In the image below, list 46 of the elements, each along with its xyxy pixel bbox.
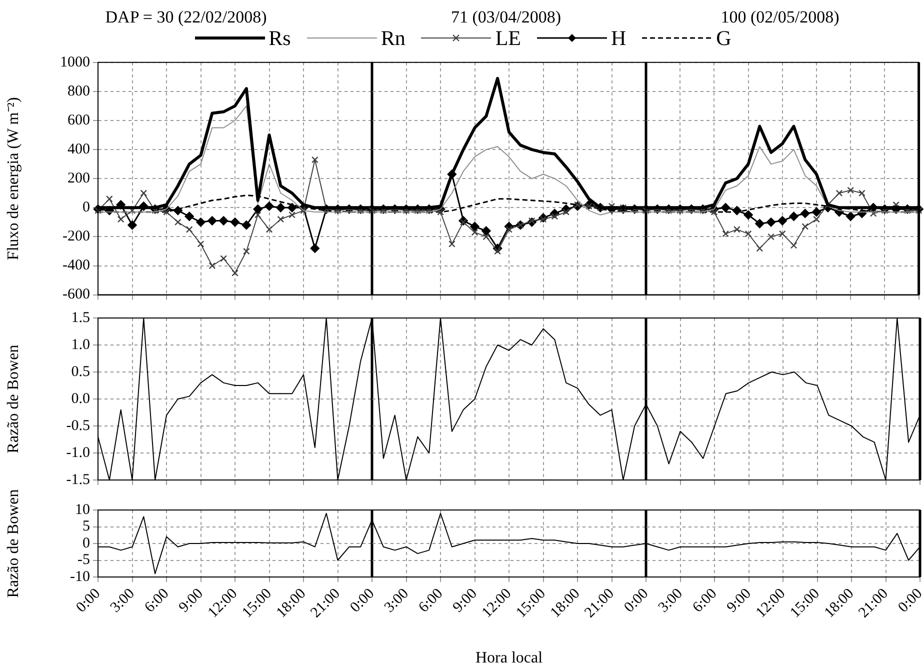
x-tick-label: 3:00 <box>656 586 686 616</box>
y-tick-label: 0.0 <box>71 390 90 407</box>
y-tick-label: 5 <box>82 518 90 535</box>
y-tick-label: -1.0 <box>66 444 90 461</box>
y-tick-label: 10 <box>75 502 90 518</box>
y-axis-title: Razão de Bowen <box>4 344 22 454</box>
x-tick-label: 6:00 <box>690 586 720 616</box>
x-tick-label: 0:00 <box>73 586 104 616</box>
y-tick-label: 400 <box>68 141 90 158</box>
y-tick-label: 1000 <box>60 54 90 70</box>
chart-title: 100 (02/05/2008) <box>720 8 840 27</box>
y-tick-label: 0 <box>82 535 90 552</box>
x-tick-label: 3:00 <box>108 586 138 616</box>
y-tick-label: 1.5 <box>71 310 90 326</box>
x-tick-label: 0:00 <box>895 586 924 616</box>
y-axis-title: Razão de Bowen <box>4 489 22 598</box>
x-axis-title: Hora local <box>475 650 544 667</box>
y-tick-label: 200 <box>68 170 90 187</box>
y-tick-label: -0.5 <box>66 418 90 434</box>
x-tick-label: 0:00 <box>347 586 378 616</box>
y-tick-label: -1.5 <box>66 472 90 488</box>
x-tick-label: 9:00 <box>724 586 754 616</box>
x-tick-label: 0:00 <box>621 586 652 616</box>
legend-label: G <box>716 26 732 50</box>
chart-title: DAP = 30 (22/02/2008) <box>105 8 267 27</box>
x-tick-label: 9:00 <box>450 586 480 616</box>
y-tick-label: -200 <box>62 228 90 245</box>
chart-title: 71 (03/04/2008) <box>450 8 562 27</box>
legend-label: H <box>611 26 626 50</box>
x-tick-label: 9:00 <box>176 586 206 616</box>
y-tick-label: 800 <box>68 83 90 100</box>
y-tick-label: 0 <box>82 200 90 216</box>
y-tick-label: -5 <box>78 552 90 568</box>
x-tick-label: 3:00 <box>382 586 412 616</box>
legend-label: Rn <box>380 26 406 50</box>
legend-label: Rs <box>268 26 291 50</box>
x-tick-label: 6:00 <box>416 586 446 616</box>
y-tick-label: 600 <box>68 112 90 128</box>
y-tick-label: -10 <box>70 568 90 585</box>
y-tick-label: -400 <box>62 258 90 274</box>
y-axis-title: Fluxo de energia (W m⁻²) <box>4 97 22 260</box>
y-tick-label: 1.0 <box>71 336 90 353</box>
legend-label: LE <box>495 26 521 50</box>
x-tick-label: 6:00 <box>142 586 172 616</box>
y-tick-label: -600 <box>62 286 90 303</box>
y-tick-label: 0.5 <box>71 364 90 380</box>
